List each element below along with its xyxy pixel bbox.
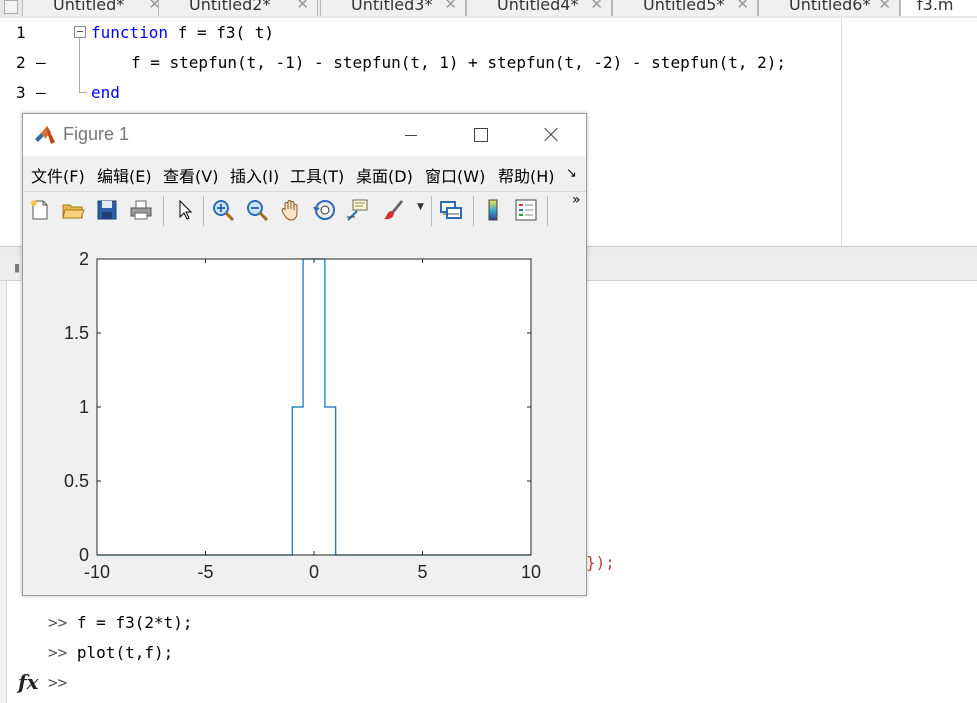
y-tick-label: 1 [79,397,89,417]
right-margin-line [841,18,842,246]
code-text: f = f3( t) [168,23,275,42]
line-number: 1 [16,23,26,42]
close-icon[interactable]: ✕ [736,0,749,13]
brush-dropdown-icon[interactable]: ▼ [417,202,424,212]
zoom-out-icon[interactable] [245,198,269,222]
tab-label: Untitled6* [789,0,871,14]
code-line-1: function f = f3( t) [91,23,274,42]
code-line-2: f = stepfun(t, -1) - stepfun(t, 1) + ste… [131,53,787,72]
tab-f3-m[interactable]: f3.m [900,0,977,16]
menu-insert[interactable]: 插入(I) [230,167,280,186]
command-text: f = f3(2*t); [76,613,193,632]
matlab-logo-icon [34,124,56,146]
command-text: plot(t,f); [76,643,174,662]
menu-edit[interactable]: 编辑(E) [97,167,152,186]
command-line: >> f = f3(2*t); [48,613,193,632]
fold-guide-end [79,92,87,93]
menu-dock-arrow-icon[interactable]: ↘ [566,166,577,181]
tab-label: Untitled2* [189,0,271,14]
figure-title: Figure 1 [63,124,130,144]
minimize-button[interactable] [391,120,431,150]
pane-icon[interactable]: ▮ [14,261,21,274]
brush-icon[interactable] [381,198,405,222]
fold-guide [79,38,80,92]
close-icon[interactable]: ✕ [590,0,603,13]
close-icon[interactable]: ✕ [296,0,309,13]
toolbar-overflow-icon[interactable]: » [572,192,581,208]
y-tick-label: 0.5 [64,471,89,491]
plot-area[interactable]: -10 -5 0 5 10 0 0.5 1 1.5 2 [23,230,586,594]
tab-untitled3[interactable]: Untitled3* ✕ [320,0,466,16]
tab-untitled5[interactable]: Untitled5* ✕ [612,0,758,16]
menu-window[interactable]: 窗口(W) [425,167,486,186]
tab-label: f3.m [917,0,954,14]
menu-view[interactable]: 查看(V) [163,167,219,186]
y-tick-label: 0 [79,545,89,565]
tab-untitled4[interactable]: Untitled4* ✕ [466,0,612,16]
open-file-icon[interactable] [61,198,85,222]
y-tick-label: 1.5 [64,323,89,343]
breakpoint-marker[interactable]: — [36,83,46,102]
colorbar-icon[interactable] [481,198,505,222]
zoom-in-icon[interactable] [211,198,235,222]
y-tick-label: 2 [79,249,89,269]
command-line: >> plot(t,f); [48,643,173,662]
menu-desktop[interactable]: 桌面(D) [356,167,413,186]
x-tick-label: -5 [197,562,213,582]
axes-background [97,259,531,555]
tab-label: Untitled* [53,0,125,14]
tab-label: Untitled4* [497,0,579,14]
breakpoint-marker[interactable]: — [36,53,46,72]
tab-untitled2[interactable]: Untitled2* ✕ [158,0,318,16]
keyword-end: end [91,83,120,102]
save-icon[interactable] [95,198,119,222]
tab-label: Untitled5* [643,0,725,14]
prompt: >> [48,613,68,632]
tab-scroll-icon[interactable] [4,0,18,14]
line-number: 3 [16,83,26,102]
prompt: >> [48,673,68,692]
close-icon[interactable]: ✕ [148,0,161,13]
figure-window[interactable]: Figure 1 文件(F) 编辑(E) 查看(V) 插入(I) 工具(T) 桌… [22,113,587,596]
menu-tools[interactable]: 工具(T) [290,167,345,186]
x-tick-label: 0 [309,562,319,582]
command-input-line[interactable]: >> [48,673,67,692]
menu-file[interactable]: 文件(F) [31,167,85,186]
link-plot-icon[interactable] [439,198,463,222]
figure-toolbar: ▼ » [23,191,586,231]
pointer-icon[interactable] [173,198,197,222]
fold-toggle-icon[interactable] [74,26,86,38]
maximize-button[interactable] [460,120,500,150]
left-pane-edge [0,281,7,703]
tab-untitled6[interactable]: Untitled6* ✕ [758,0,900,16]
x-tick-label: 10 [521,562,541,582]
menu-help[interactable]: 帮助(H) [498,167,555,186]
partial-command-text: }); [586,553,615,572]
tab-label: Untitled3* [351,0,433,14]
figure-title-bar[interactable]: Figure 1 [23,114,586,156]
legend-icon[interactable] [514,198,538,222]
x-tick-label: 5 [417,562,427,582]
line-number: 2 [16,53,26,72]
rotate-3d-icon[interactable] [313,198,337,222]
data-cursor-icon[interactable] [345,198,369,222]
function-browser-icon[interactable]: fx [18,670,39,694]
editor-tab-strip: Untitled* ✕ Untitled2* ✕ Untitled3* ✕ Untit… [0,0,977,19]
close-icon[interactable]: ✕ [444,0,457,13]
x-tick-label: -10 [84,562,110,582]
prompt: >> [48,643,68,662]
print-icon[interactable] [129,198,153,222]
close-icon[interactable]: ✕ [878,0,891,13]
tab-untitled[interactable]: Untitled* ✕ [22,0,170,16]
pan-hand-icon[interactable] [279,198,303,222]
figure-menu-bar: 文件(F) 编辑(E) 查看(V) 插入(I) 工具(T) 桌面(D) 窗口(W… [23,158,586,190]
new-figure-icon[interactable] [28,198,52,222]
keyword-function: function [91,23,169,42]
line-chart[interactable]: -10 -5 0 5 10 0 0.5 1 1.5 2 [23,230,586,594]
close-button[interactable] [530,120,570,150]
